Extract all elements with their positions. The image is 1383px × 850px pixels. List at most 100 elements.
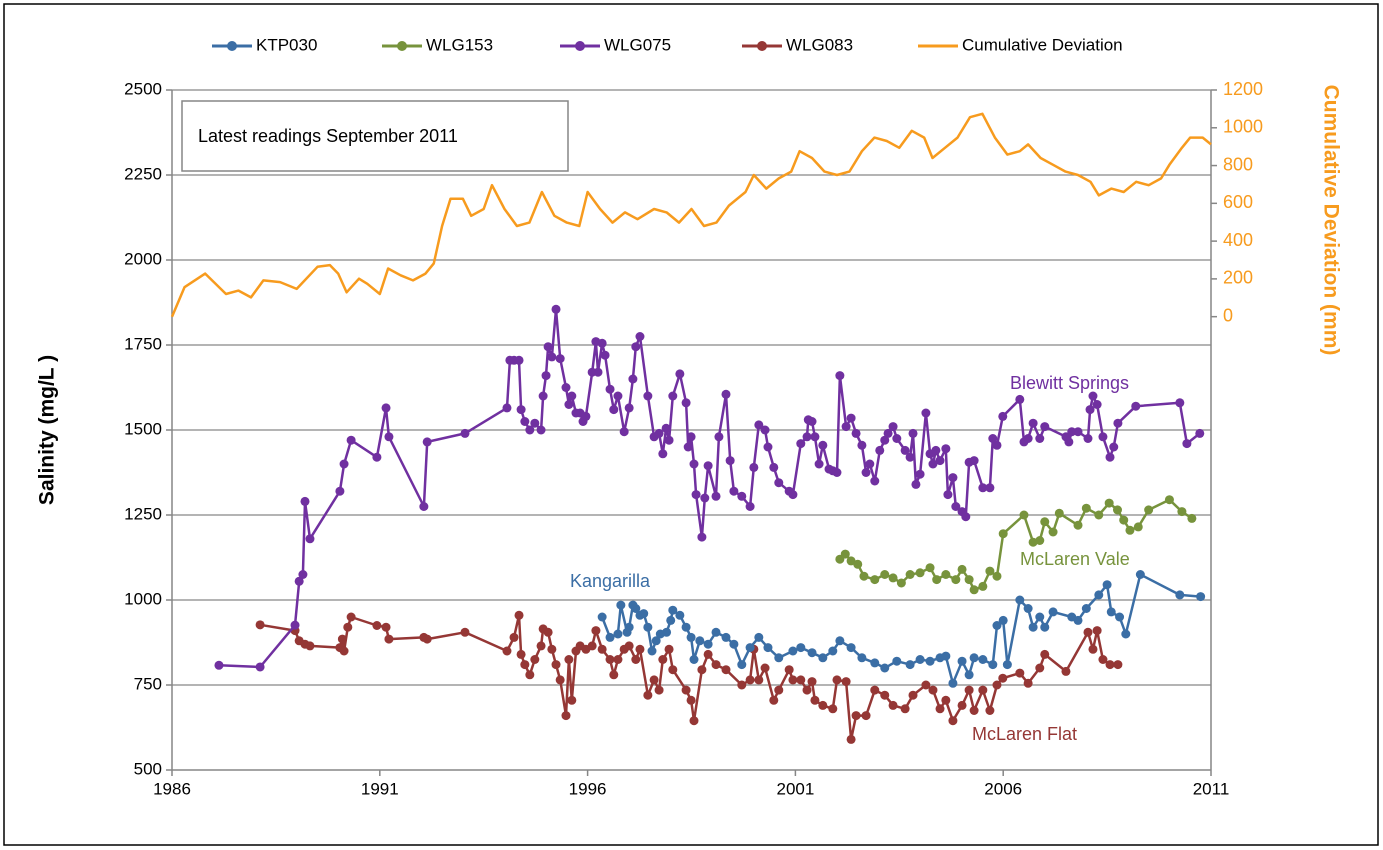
data-point	[763, 643, 773, 653]
data-point	[605, 384, 615, 394]
y-tick-label: 2500	[124, 79, 162, 98]
data-point	[530, 655, 540, 664]
data-point	[541, 371, 551, 381]
data-point	[647, 646, 657, 656]
data-point	[1105, 452, 1115, 462]
data-point	[1135, 570, 1145, 579]
data-point	[1083, 627, 1093, 637]
data-point	[951, 575, 961, 585]
data-point	[681, 622, 691, 632]
data-point	[988, 434, 998, 443]
data-point	[525, 670, 535, 680]
data-point	[859, 571, 869, 581]
data-point	[1035, 434, 1045, 443]
data-point	[1081, 503, 1091, 513]
legend-marker	[757, 41, 767, 51]
annotation: Latest readings September 2011	[198, 126, 458, 146]
data-point	[846, 413, 856, 423]
data-point	[969, 653, 979, 663]
data-point	[666, 615, 676, 625]
data-point	[1187, 513, 1197, 523]
data-point	[624, 403, 634, 413]
data-point	[1177, 507, 1187, 517]
data-point	[941, 651, 951, 661]
data-point	[643, 391, 653, 401]
data-point	[935, 704, 945, 714]
data-point	[422, 437, 432, 447]
data-point	[880, 690, 890, 700]
data-point	[662, 627, 672, 637]
data-point	[658, 655, 668, 664]
data-point	[668, 391, 678, 401]
data-point	[832, 468, 842, 477]
data-point	[683, 442, 693, 452]
data-point	[1028, 622, 1038, 632]
data-point	[609, 405, 619, 415]
data-point	[796, 643, 806, 653]
data-point	[587, 641, 597, 651]
data-point	[536, 641, 546, 651]
data-point	[721, 389, 731, 399]
data-point	[695, 636, 705, 646]
legend-label: WLG083	[786, 35, 853, 54]
y-tick-label: 2250	[124, 164, 162, 183]
data-point	[931, 445, 941, 455]
y-axis-title: Salinity (mg/L )	[36, 355, 59, 505]
data-point	[941, 695, 951, 705]
data-point	[760, 663, 770, 673]
data-point	[841, 422, 851, 432]
data-point	[686, 432, 696, 442]
data-point	[668, 665, 678, 675]
data-point	[911, 479, 921, 489]
data-point	[593, 367, 603, 377]
data-point	[460, 428, 470, 438]
data-point	[1002, 660, 1012, 670]
data-point	[861, 468, 871, 477]
data-point	[774, 685, 784, 695]
data-point	[888, 573, 898, 583]
data-point	[691, 490, 701, 500]
data-point	[961, 512, 971, 522]
data-point	[564, 400, 574, 409]
data-point	[335, 486, 345, 496]
data-point	[530, 418, 540, 428]
data-point	[998, 673, 1008, 683]
data-point	[992, 571, 1002, 581]
data-point	[1196, 592, 1206, 602]
data-point	[1023, 678, 1033, 688]
data-point	[998, 411, 1008, 421]
data-point	[1119, 515, 1129, 525]
data-point	[957, 656, 967, 666]
data-point	[661, 423, 671, 433]
data-point	[658, 449, 668, 459]
data-point	[992, 621, 1002, 630]
data-point	[957, 700, 967, 710]
data-point	[796, 675, 806, 685]
y2-tick-label: 1200	[1223, 79, 1263, 99]
data-point	[564, 655, 574, 664]
data-point	[631, 342, 641, 352]
data-point	[915, 568, 925, 578]
data-point	[1048, 527, 1058, 537]
data-point	[1106, 607, 1116, 617]
data-point	[689, 655, 699, 664]
data-point	[703, 649, 713, 659]
y2-tick-label: 400	[1223, 230, 1253, 250]
data-point	[1040, 649, 1050, 659]
data-point	[921, 408, 931, 418]
data-point	[754, 675, 764, 685]
data-point	[520, 660, 530, 670]
legend-label: WLG075	[604, 35, 671, 54]
data-point	[908, 428, 918, 438]
data-point	[1048, 607, 1058, 617]
data-point	[294, 576, 304, 586]
data-point	[290, 620, 300, 630]
data-point	[1035, 536, 1045, 545]
data-point	[635, 644, 645, 654]
data-point	[643, 690, 653, 700]
data-point	[1088, 644, 1098, 654]
data-point	[1113, 418, 1123, 428]
data-point	[853, 559, 863, 569]
data-point	[870, 575, 880, 585]
annotation: McLaren Flat	[972, 724, 1077, 744]
